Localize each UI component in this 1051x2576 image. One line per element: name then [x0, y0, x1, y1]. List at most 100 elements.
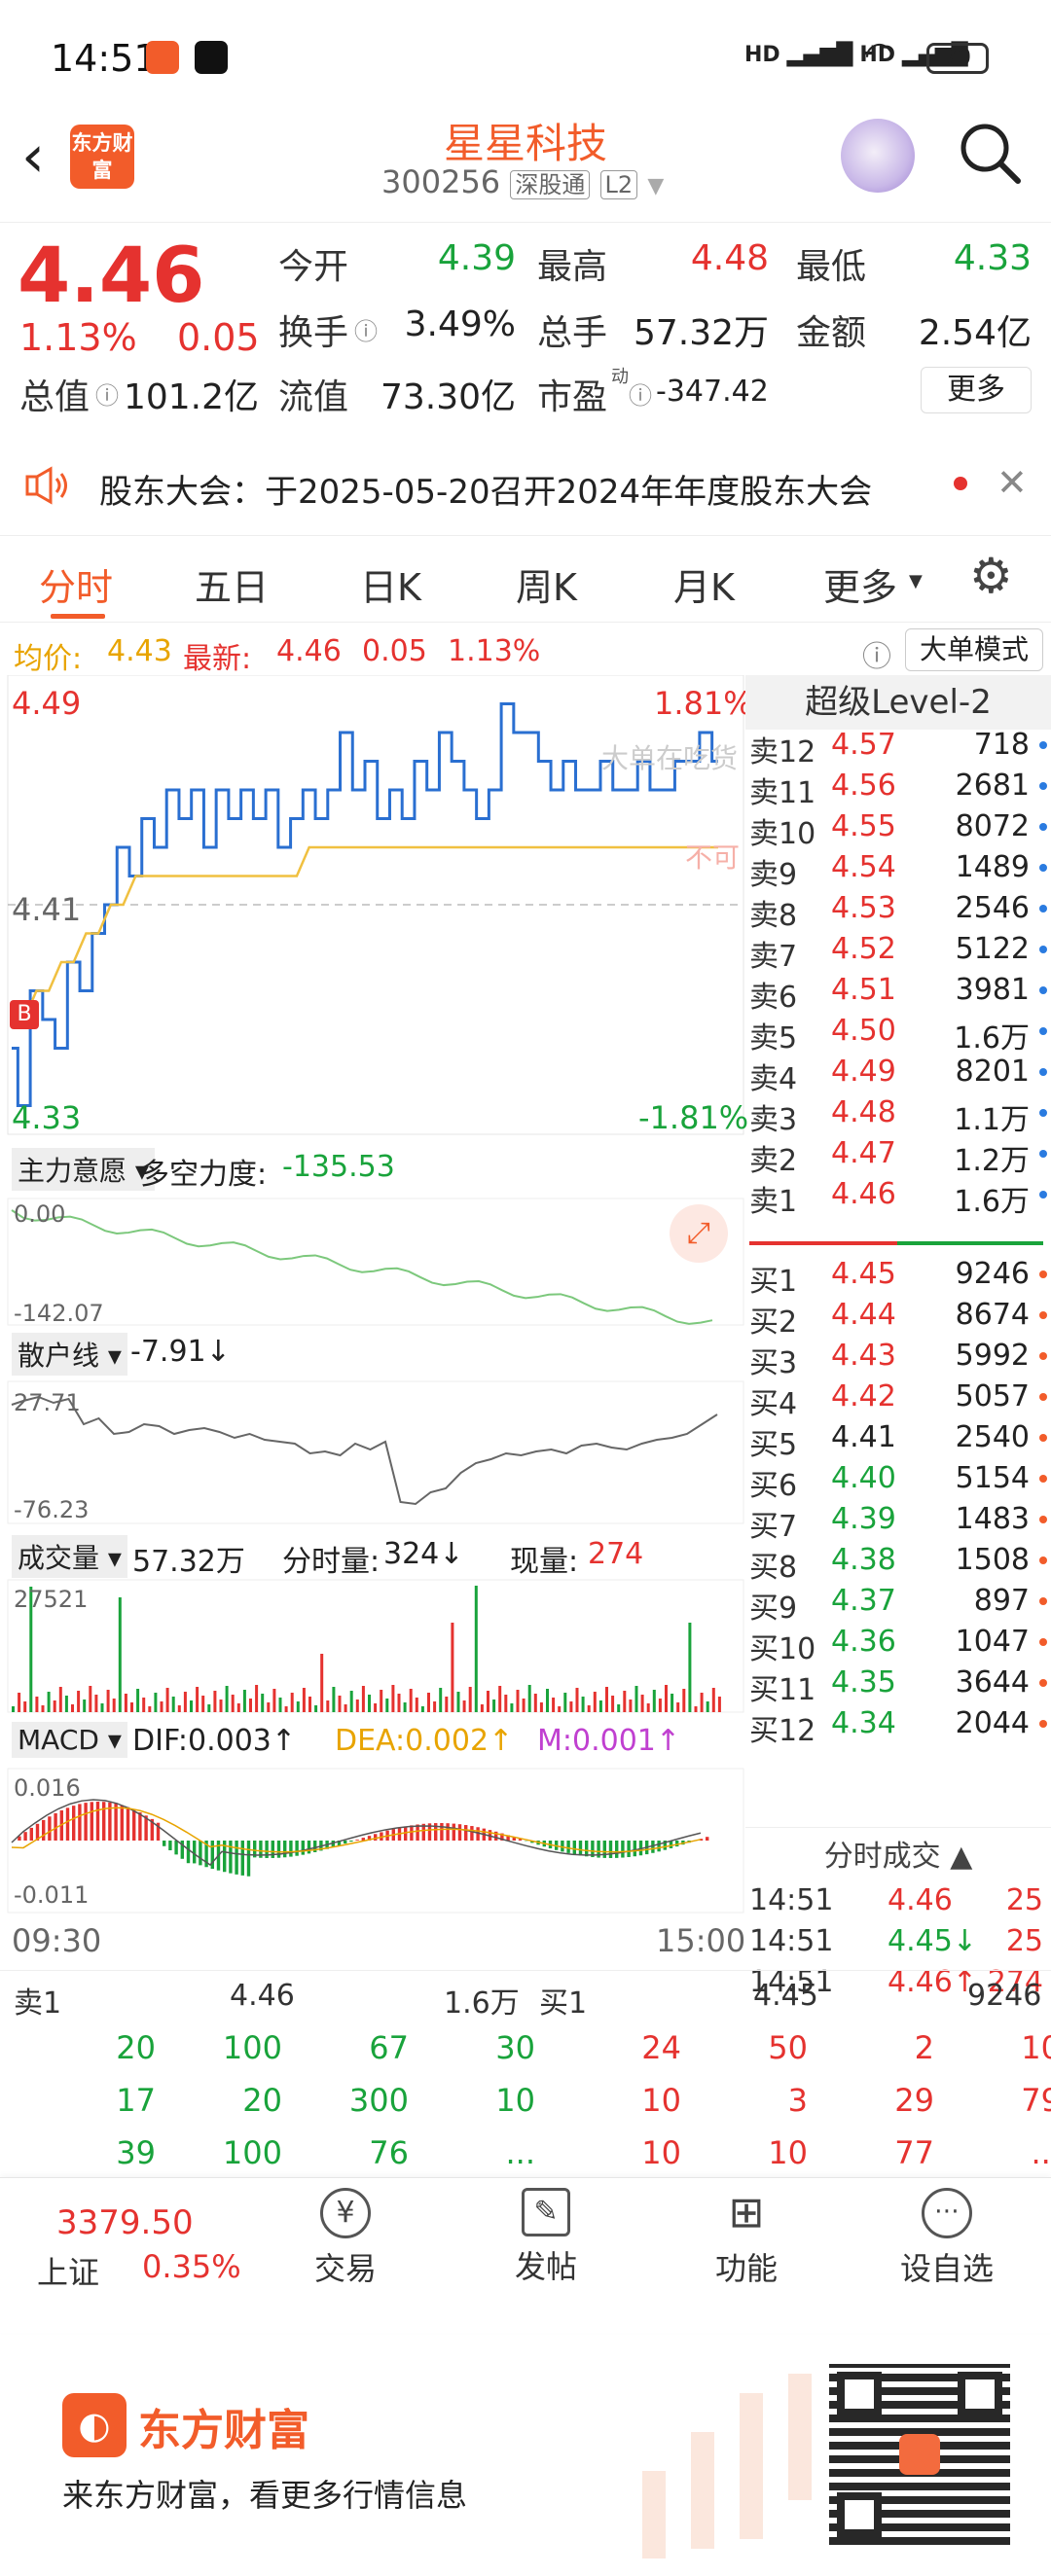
bid-level: 买3	[749, 1346, 798, 1380]
ask-row[interactable]: 卖7 4.52 5122	[745, 928, 1051, 974]
volume-bar	[368, 1695, 371, 1712]
bid-row[interactable]: 买5 4.41 2540	[745, 1416, 1051, 1462]
ask-row[interactable]: 卖10 4.55 8072	[745, 805, 1051, 851]
info-icon[interactable]: ⓘ	[354, 318, 378, 345]
order-queue: 卖1 4.46 1.6万 买1 4.45 9246 20 100 67 30 17 20 3…	[0, 1970, 1051, 2174]
ask-row[interactable]: 卖5 4.50 1.6万	[745, 1010, 1051, 1055]
volume-bar	[403, 1702, 407, 1712]
ask-row[interactable]: 卖9 4.54 1489	[745, 846, 1051, 892]
bid-price: 4.37	[831, 1584, 896, 1618]
bid-row[interactable]: 买3 4.43 5992	[745, 1335, 1051, 1380]
add-watchlist-button[interactable]: ⋯ 设自选	[874, 2188, 1020, 2289]
notice-bar[interactable]: 股东大会：于2025-05-20召开2024年年度股东大会 ✕	[0, 447, 1051, 521]
bid-row[interactable]: 买8 4.38 1508	[745, 1539, 1051, 1585]
volume-bar	[563, 1693, 567, 1712]
trade-button[interactable]: ¥ 交易	[272, 2188, 418, 2289]
info-icon[interactable]: ⓘ	[95, 382, 119, 410]
ask-row[interactable]: 卖8 4.53 2546	[745, 887, 1051, 933]
price-line	[12, 702, 718, 1107]
post-button[interactable]: ✎ 发帖	[473, 2188, 619, 2287]
tab-five-day[interactable]: 五日	[195, 566, 270, 609]
bid-level: 买6	[749, 1469, 798, 1503]
sell-queue-cell: 10	[495, 2082, 535, 2119]
ask-row[interactable]: 卖1 4.46 1.6万	[745, 1173, 1051, 1219]
main-force-selector[interactable]: 主力意愿 ▾	[12, 1148, 155, 1191]
volume-bar	[575, 1688, 579, 1712]
volume-bar	[468, 1687, 472, 1712]
tab-monthly-k[interactable]: 月K	[673, 566, 735, 609]
ask-row[interactable]: 卖4 4.49 8201	[745, 1051, 1051, 1096]
bid-row[interactable]: 买12 4.34 2044	[745, 1702, 1051, 1748]
bid-volume: 1483	[955, 1502, 1030, 1536]
trades-title[interactable]: 分时成交 ▲	[745, 1827, 1051, 1874]
stock-meta[interactable]: 300256 深股通 L2 ▼	[381, 163, 664, 200]
info-icon[interactable]: ⓘ	[629, 382, 652, 410]
macd-bar	[301, 1841, 305, 1855]
bid-volume: 3644	[955, 1665, 1030, 1699]
bid-row[interactable]: 买10 4.36 1047	[745, 1621, 1051, 1666]
volume-bar	[587, 1705, 591, 1712]
macd-frame	[7, 1768, 744, 1914]
macd-bar	[404, 1826, 408, 1841]
bid-row[interactable]: 买7 4.39 1483	[745, 1498, 1051, 1544]
expand-icon[interactable]: ⤢	[670, 1204, 728, 1263]
volume-bar	[148, 1706, 152, 1712]
index-value: 3379.50	[56, 2203, 194, 2242]
macd-bar	[235, 1841, 238, 1875]
robot-assistant-icon[interactable]	[841, 119, 915, 193]
bid-row[interactable]: 买1 4.45 9246	[745, 1253, 1051, 1299]
gear-icon[interactable]: ⚙	[969, 548, 1013, 604]
wifi-icon: ◠	[864, 35, 895, 75]
bid-row[interactable]: 买9 4.37 897	[745, 1580, 1051, 1626]
footer-ad: ◐ 东方财富 来东方财富，看更多行情信息	[0, 2335, 1051, 2576]
macd-bar	[572, 1841, 576, 1855]
volume-bar	[344, 1704, 347, 1712]
close-icon[interactable]: ✕	[997, 461, 1028, 504]
intraday-chart-area[interactable]: 4.49 1.81% 4.41 4.33 -1.81% 大单在吃货 不可 B 主…	[0, 674, 753, 1969]
macd-bar	[289, 1841, 293, 1857]
ask-level: 卖9	[749, 858, 798, 892]
macd-bar	[240, 1841, 244, 1876]
retail-bottom: -76.23	[14, 1496, 90, 1523]
macd-bar	[307, 1841, 311, 1854]
ask-row[interactable]: 卖2 4.47 1.2万	[745, 1132, 1051, 1178]
tick-volume-value: 324↓	[383, 1537, 464, 1571]
bid-row[interactable]: 买11 4.35 3644	[745, 1662, 1051, 1707]
volume-bar	[41, 1705, 45, 1712]
search-icon[interactable]	[956, 119, 1026, 189]
retail-selector[interactable]: 散户线 ▾	[12, 1333, 127, 1376]
tab-weekly-k[interactable]: 周K	[516, 566, 577, 609]
volume-selector[interactable]: 成交量 ▾	[12, 1535, 127, 1578]
volume-bar	[201, 1696, 205, 1712]
intraday-chart[interactable]	[0, 674, 745, 1969]
macd-bar	[180, 1841, 184, 1859]
bid-level: 买12	[749, 1714, 816, 1748]
ask-row[interactable]: 卖11 4.56 2681	[745, 765, 1051, 810]
macd-bar	[54, 1812, 57, 1841]
ask-row[interactable]: 卖6 4.51 3981	[745, 969, 1051, 1015]
volume-bar	[171, 1697, 175, 1712]
more-button[interactable]: 更多	[921, 367, 1032, 413]
volume-bar	[64, 1696, 68, 1712]
big-order-mode-button[interactable]: 大单模式	[905, 628, 1043, 671]
tab-more[interactable]: 更多	[823, 566, 898, 609]
bid-dot	[1039, 1475, 1047, 1483]
bid-price: 4.42	[831, 1379, 896, 1413]
tab-intraday[interactable]: 分时	[39, 566, 114, 609]
bid-row[interactable]: 买4 4.42 5057	[745, 1376, 1051, 1421]
volume-bar	[558, 1706, 562, 1712]
function-button[interactable]: ⊞ 功能	[673, 2188, 819, 2289]
macd-selector[interactable]: MACD ▾	[12, 1722, 127, 1758]
macd-bar	[331, 1841, 335, 1847]
bid-row[interactable]: 买6 4.40 5154	[745, 1457, 1051, 1503]
back-icon[interactable]: ‹	[21, 123, 45, 191]
bid-row[interactable]: 买2 4.44 8674	[745, 1294, 1051, 1340]
eastmoney-logo[interactable]: 东方财富	[70, 125, 134, 189]
help-icon[interactable]: ⓘ	[862, 640, 891, 674]
bid-price: 4.35	[831, 1665, 896, 1699]
tab-daily-k[interactable]: 日K	[360, 566, 421, 609]
volume-bar	[569, 1701, 573, 1712]
macd-bar	[566, 1841, 570, 1853]
ask-row[interactable]: 卖12 4.57 718	[745, 724, 1051, 769]
ask-row[interactable]: 卖3 4.48 1.1万	[745, 1091, 1051, 1137]
